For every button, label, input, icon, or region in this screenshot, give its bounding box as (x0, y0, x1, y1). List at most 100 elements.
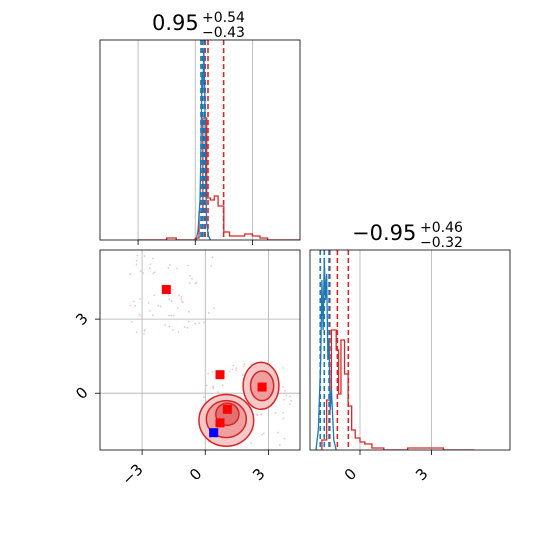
tick-label-right-x-0: 0 (341, 465, 360, 484)
tick-label-2d-y-0: 0 (72, 383, 91, 402)
sample-point (170, 300, 173, 303)
tick-label-2d-x-2: 3 (249, 465, 268, 484)
title-right-median: −0.95 (352, 221, 416, 245)
sample-point (143, 255, 146, 257)
sample-point (277, 431, 279, 434)
sample-point (228, 370, 231, 373)
sample-point (285, 394, 288, 397)
sample-point (171, 288, 174, 291)
sample-point (135, 331, 138, 334)
sample-point (278, 444, 281, 446)
sample-point (283, 437, 286, 440)
sample-point (180, 298, 183, 300)
sample-point (250, 442, 253, 445)
sample-point (159, 305, 162, 308)
tick-label-2d-y-1: 3 (72, 309, 91, 328)
sample-point (211, 371, 214, 373)
grid-top (137, 40, 253, 240)
sample-point (152, 257, 154, 260)
sample-point (152, 272, 155, 275)
sample-point (176, 267, 178, 270)
sample-point (167, 266, 170, 269)
sample-point (256, 414, 259, 417)
title-top-plus: +0.54 (202, 10, 245, 26)
sample-point (282, 367, 285, 369)
sample-point (235, 367, 238, 370)
sample-point (157, 304, 159, 307)
sample-point (167, 314, 170, 317)
frame-2d (99, 249, 301, 451)
sample-point (129, 273, 132, 276)
sample-point (212, 387, 215, 389)
sample-point (168, 298, 171, 301)
frame-top (99, 39, 301, 241)
sample-point (260, 413, 263, 416)
sample-point (186, 264, 189, 267)
sample-point (180, 295, 183, 298)
sample-point (198, 322, 201, 325)
sample-point (172, 314, 175, 317)
sample-point (149, 263, 152, 265)
sample-point (205, 384, 208, 387)
sample-point (204, 256, 207, 259)
sample-point (284, 389, 286, 392)
frame-right (309, 249, 511, 451)
sample-point (290, 400, 293, 402)
sample-point (164, 324, 167, 327)
sample-point (135, 259, 138, 262)
sample-point (211, 256, 214, 259)
sample-point (134, 304, 137, 307)
sample-point (203, 321, 205, 324)
sample-point (210, 265, 213, 267)
sample-point (281, 386, 284, 388)
sample-point (282, 417, 285, 420)
panel-2d-scatter: −3 0 3 0 3 (72, 249, 301, 489)
sample-point (172, 328, 175, 331)
sample-point (130, 320, 133, 323)
hist-right-series-0 (321, 329, 475, 450)
sample-point (139, 297, 142, 300)
sample-point (207, 372, 210, 375)
sample-point (168, 325, 171, 328)
sample-point (148, 309, 151, 312)
grid-right (359, 250, 432, 450)
sample-point (194, 282, 197, 285)
sample-point (177, 331, 180, 333)
hist-top-series-0 (138, 117, 300, 240)
contours-2d (198, 361, 280, 448)
sample-point (261, 433, 263, 436)
sample-point (241, 374, 244, 376)
marker-red-4 (215, 418, 225, 428)
sample-point (153, 271, 156, 274)
sample-point (274, 412, 277, 414)
sample-point (176, 306, 179, 309)
sample-point (231, 368, 234, 371)
sample-point (213, 307, 215, 310)
sample-point (252, 428, 255, 431)
sample-point (148, 267, 151, 270)
sample-point (151, 314, 154, 317)
sample-point (194, 322, 197, 325)
marker-red-3 (222, 404, 232, 414)
sample-point (189, 274, 192, 277)
title-right-minus: −0.32 (420, 235, 463, 251)
sample-point (147, 301, 150, 304)
marker-red-2 (257, 382, 267, 392)
sample-point (186, 326, 189, 329)
title-top-minus: −0.43 (202, 25, 245, 41)
sample-point (207, 312, 210, 314)
sample-point (167, 293, 170, 296)
sample-point (289, 403, 291, 406)
sample-point (178, 294, 180, 297)
sample-point (139, 270, 142, 273)
marker-red-1 (215, 370, 225, 380)
sample-point (170, 314, 172, 317)
sample-point (191, 277, 193, 280)
marker-red-0 (161, 285, 171, 295)
tick-label-2d-x-0: −3 (118, 460, 146, 488)
marker-blue-0 (209, 428, 219, 438)
sample-point (187, 310, 190, 313)
ticks-top (137, 240, 253, 245)
